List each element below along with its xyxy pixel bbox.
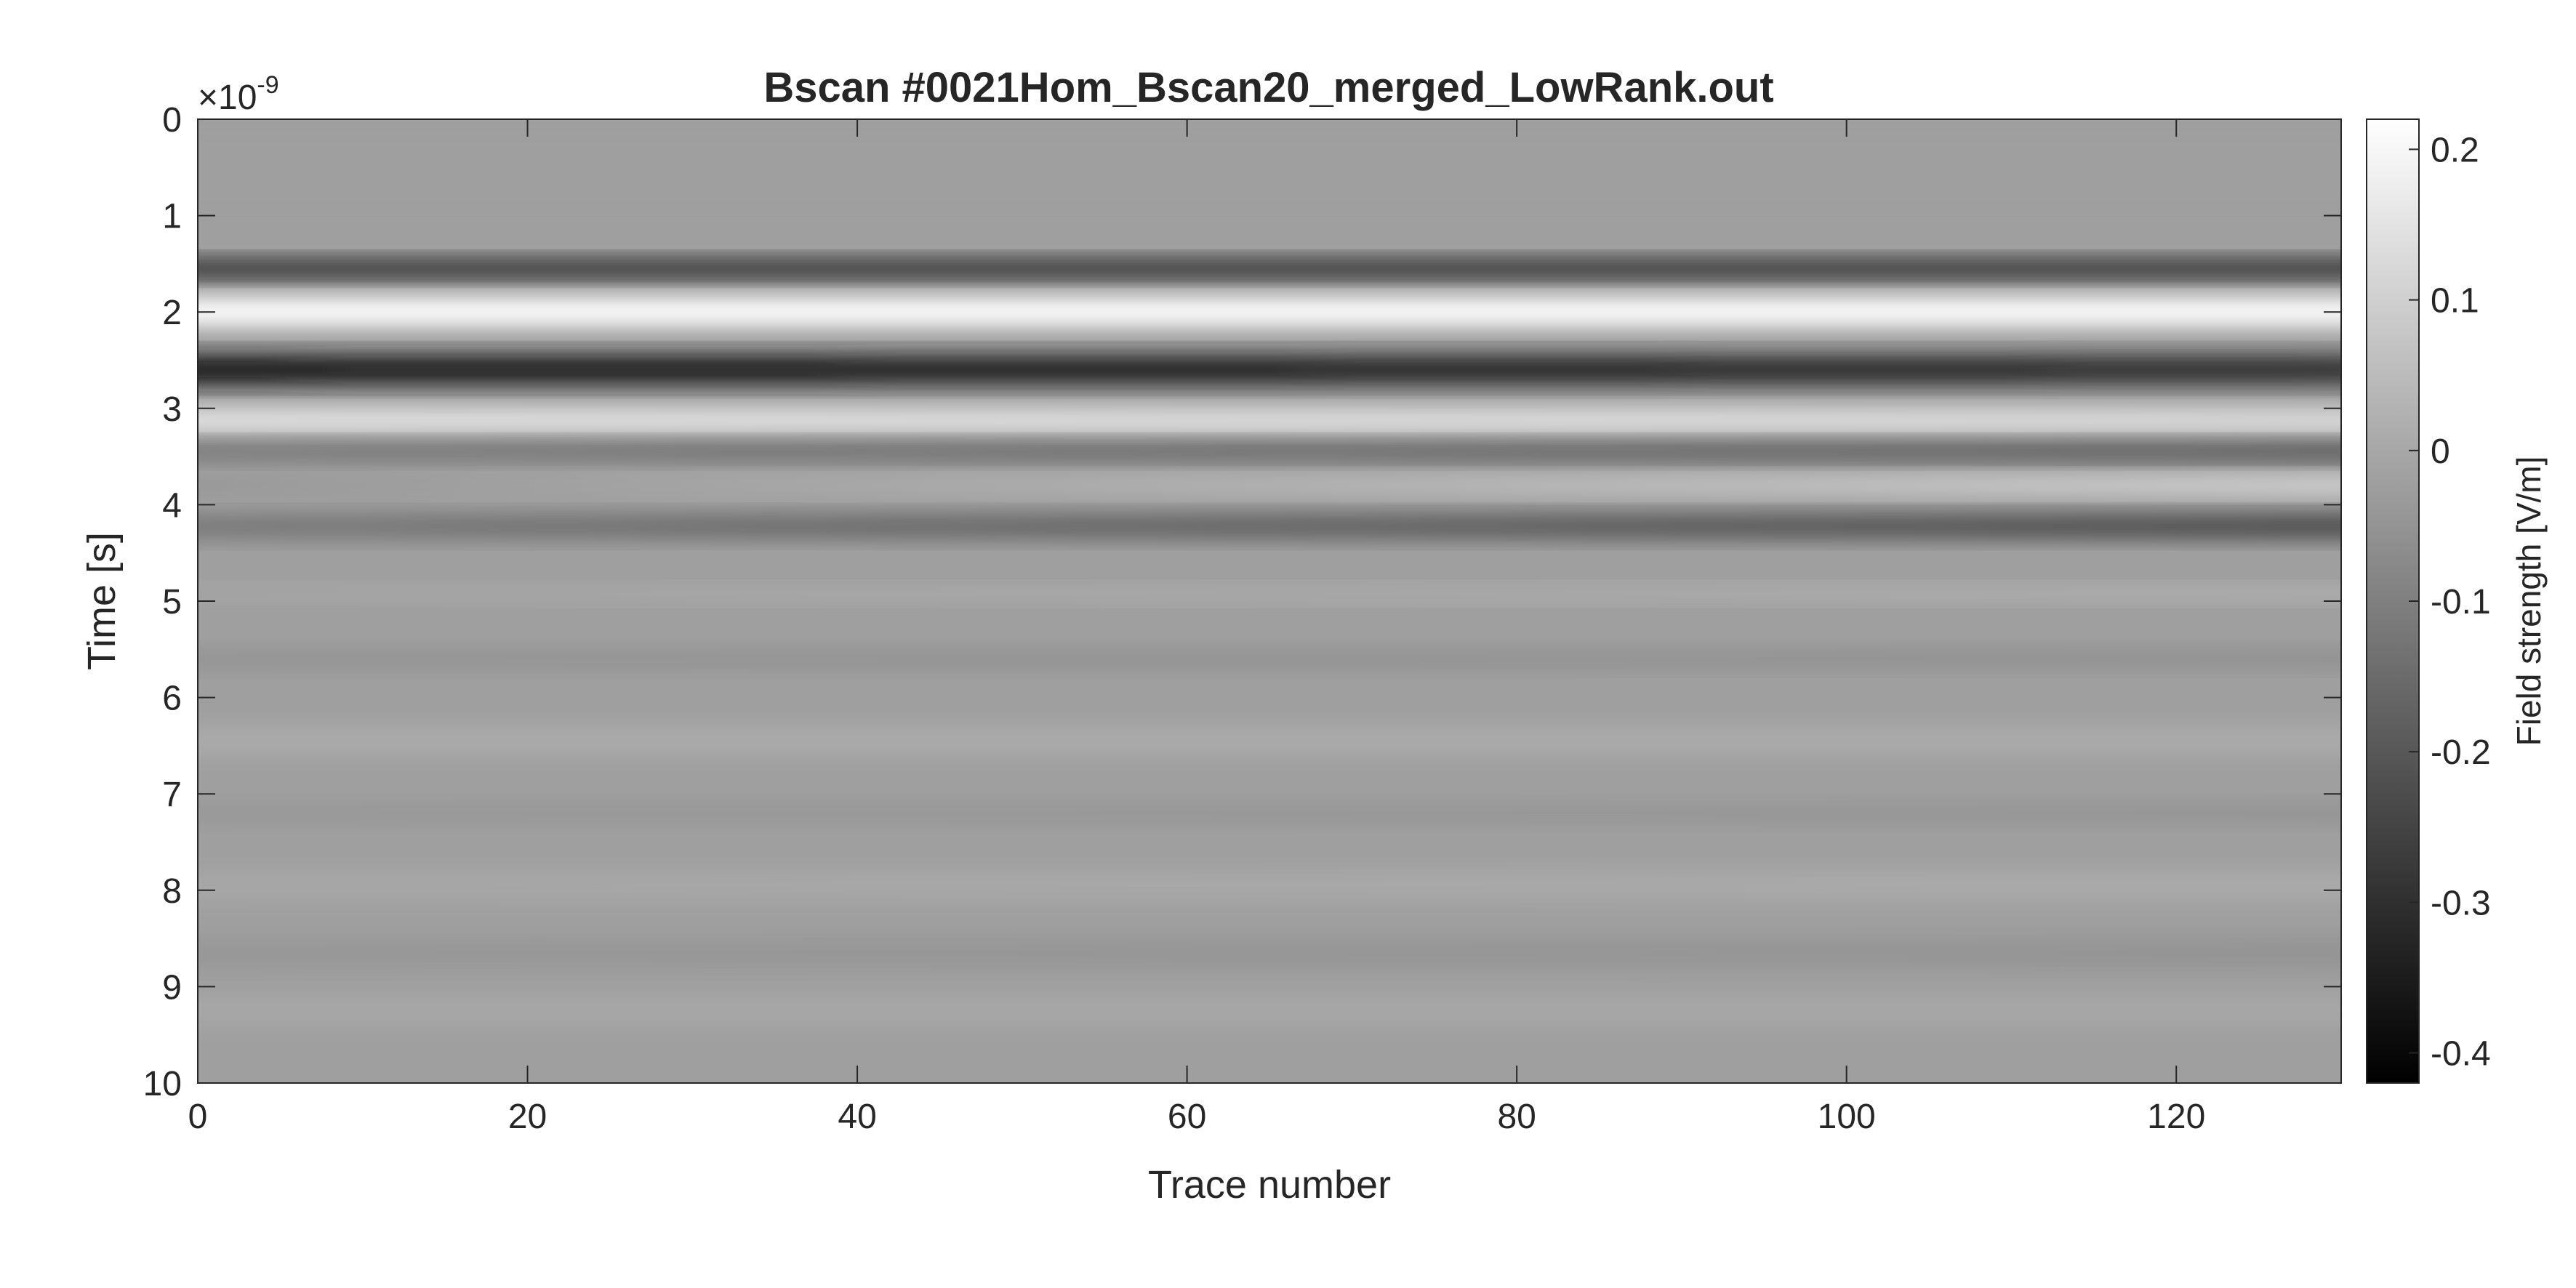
y-tick-label: 10: [143, 1065, 182, 1103]
y-tick-label: 3: [162, 390, 182, 429]
bscan-band: [198, 297, 2341, 327]
y-tick-label: 8: [162, 872, 182, 911]
colorbar-tick-label: -0.3: [2431, 884, 2491, 922]
bscan-band: [198, 996, 2341, 1026]
x-axis-label: Trace number: [1148, 1163, 1391, 1207]
y-axis-label: Time [s]: [80, 532, 124, 670]
colorbar-tick-label: -0.1: [2431, 583, 2491, 621]
x-axis: 0 20 40 60 80 100 120: [188, 119, 2205, 1136]
colorbar-tick-label: -0.2: [2431, 733, 2491, 772]
y-tick-label: 7: [162, 776, 182, 814]
bscan-band: [198, 514, 2341, 539]
chart-title: Bscan #0021Hom_Bscan20_merged_LowRank.ou…: [763, 64, 1773, 111]
colorbar-axis: 0.2 0.1 0 -0.1 -0.2 -0.3 -0.4: [2409, 131, 2491, 1074]
bscan-band: [198, 587, 2341, 601]
y-axis: 0 1 2 3 4 5 6 7 8 9 10: [143, 101, 2341, 1103]
bscan-band: [198, 119, 2341, 225]
y-tick-label: 4: [162, 486, 182, 525]
y-exponent-label: ×10-9: [198, 71, 279, 117]
colorbar-tick-label: -0.4: [2431, 1035, 2491, 1074]
x-tick-label: 80: [1497, 1098, 1536, 1136]
bscan-band: [198, 355, 2341, 385]
x-tick-label: 60: [1168, 1098, 1206, 1136]
x-tick-label: 40: [838, 1098, 876, 1136]
x-tick-label: 120: [2147, 1098, 2205, 1136]
bscan-band: [198, 475, 2341, 496]
y-tick-label: 5: [162, 583, 182, 621]
y-tick-label: 9: [162, 968, 182, 1007]
y-tick-label: 1: [162, 198, 182, 236]
colorbar-label: Field strength [V/m]: [2510, 456, 2548, 746]
x-tick-label: 0: [188, 1098, 208, 1136]
bscan-band: [198, 803, 2341, 823]
y-tick-label: 2: [162, 294, 182, 332]
plot-area: [198, 119, 2341, 1083]
bscan-band: [198, 938, 2341, 967]
colorbar-tick-label: 0: [2431, 432, 2450, 471]
y-tick-label: 0: [162, 101, 182, 140]
bscan-band: [198, 726, 2341, 756]
y-tick-label: 6: [162, 680, 182, 718]
x-tick-label: 100: [1818, 1098, 1876, 1136]
bscan-band: [198, 442, 2341, 462]
bscan-band: [198, 259, 2341, 278]
x-tick-label: 20: [508, 1098, 547, 1136]
bscan-band: [198, 649, 2341, 669]
bscan-band: [198, 408, 2341, 432]
colorbar-tick-label: 0.1: [2431, 282, 2479, 321]
colorbar-tick-label: 0.2: [2431, 131, 2479, 169]
bscan-band: [198, 871, 2341, 901]
